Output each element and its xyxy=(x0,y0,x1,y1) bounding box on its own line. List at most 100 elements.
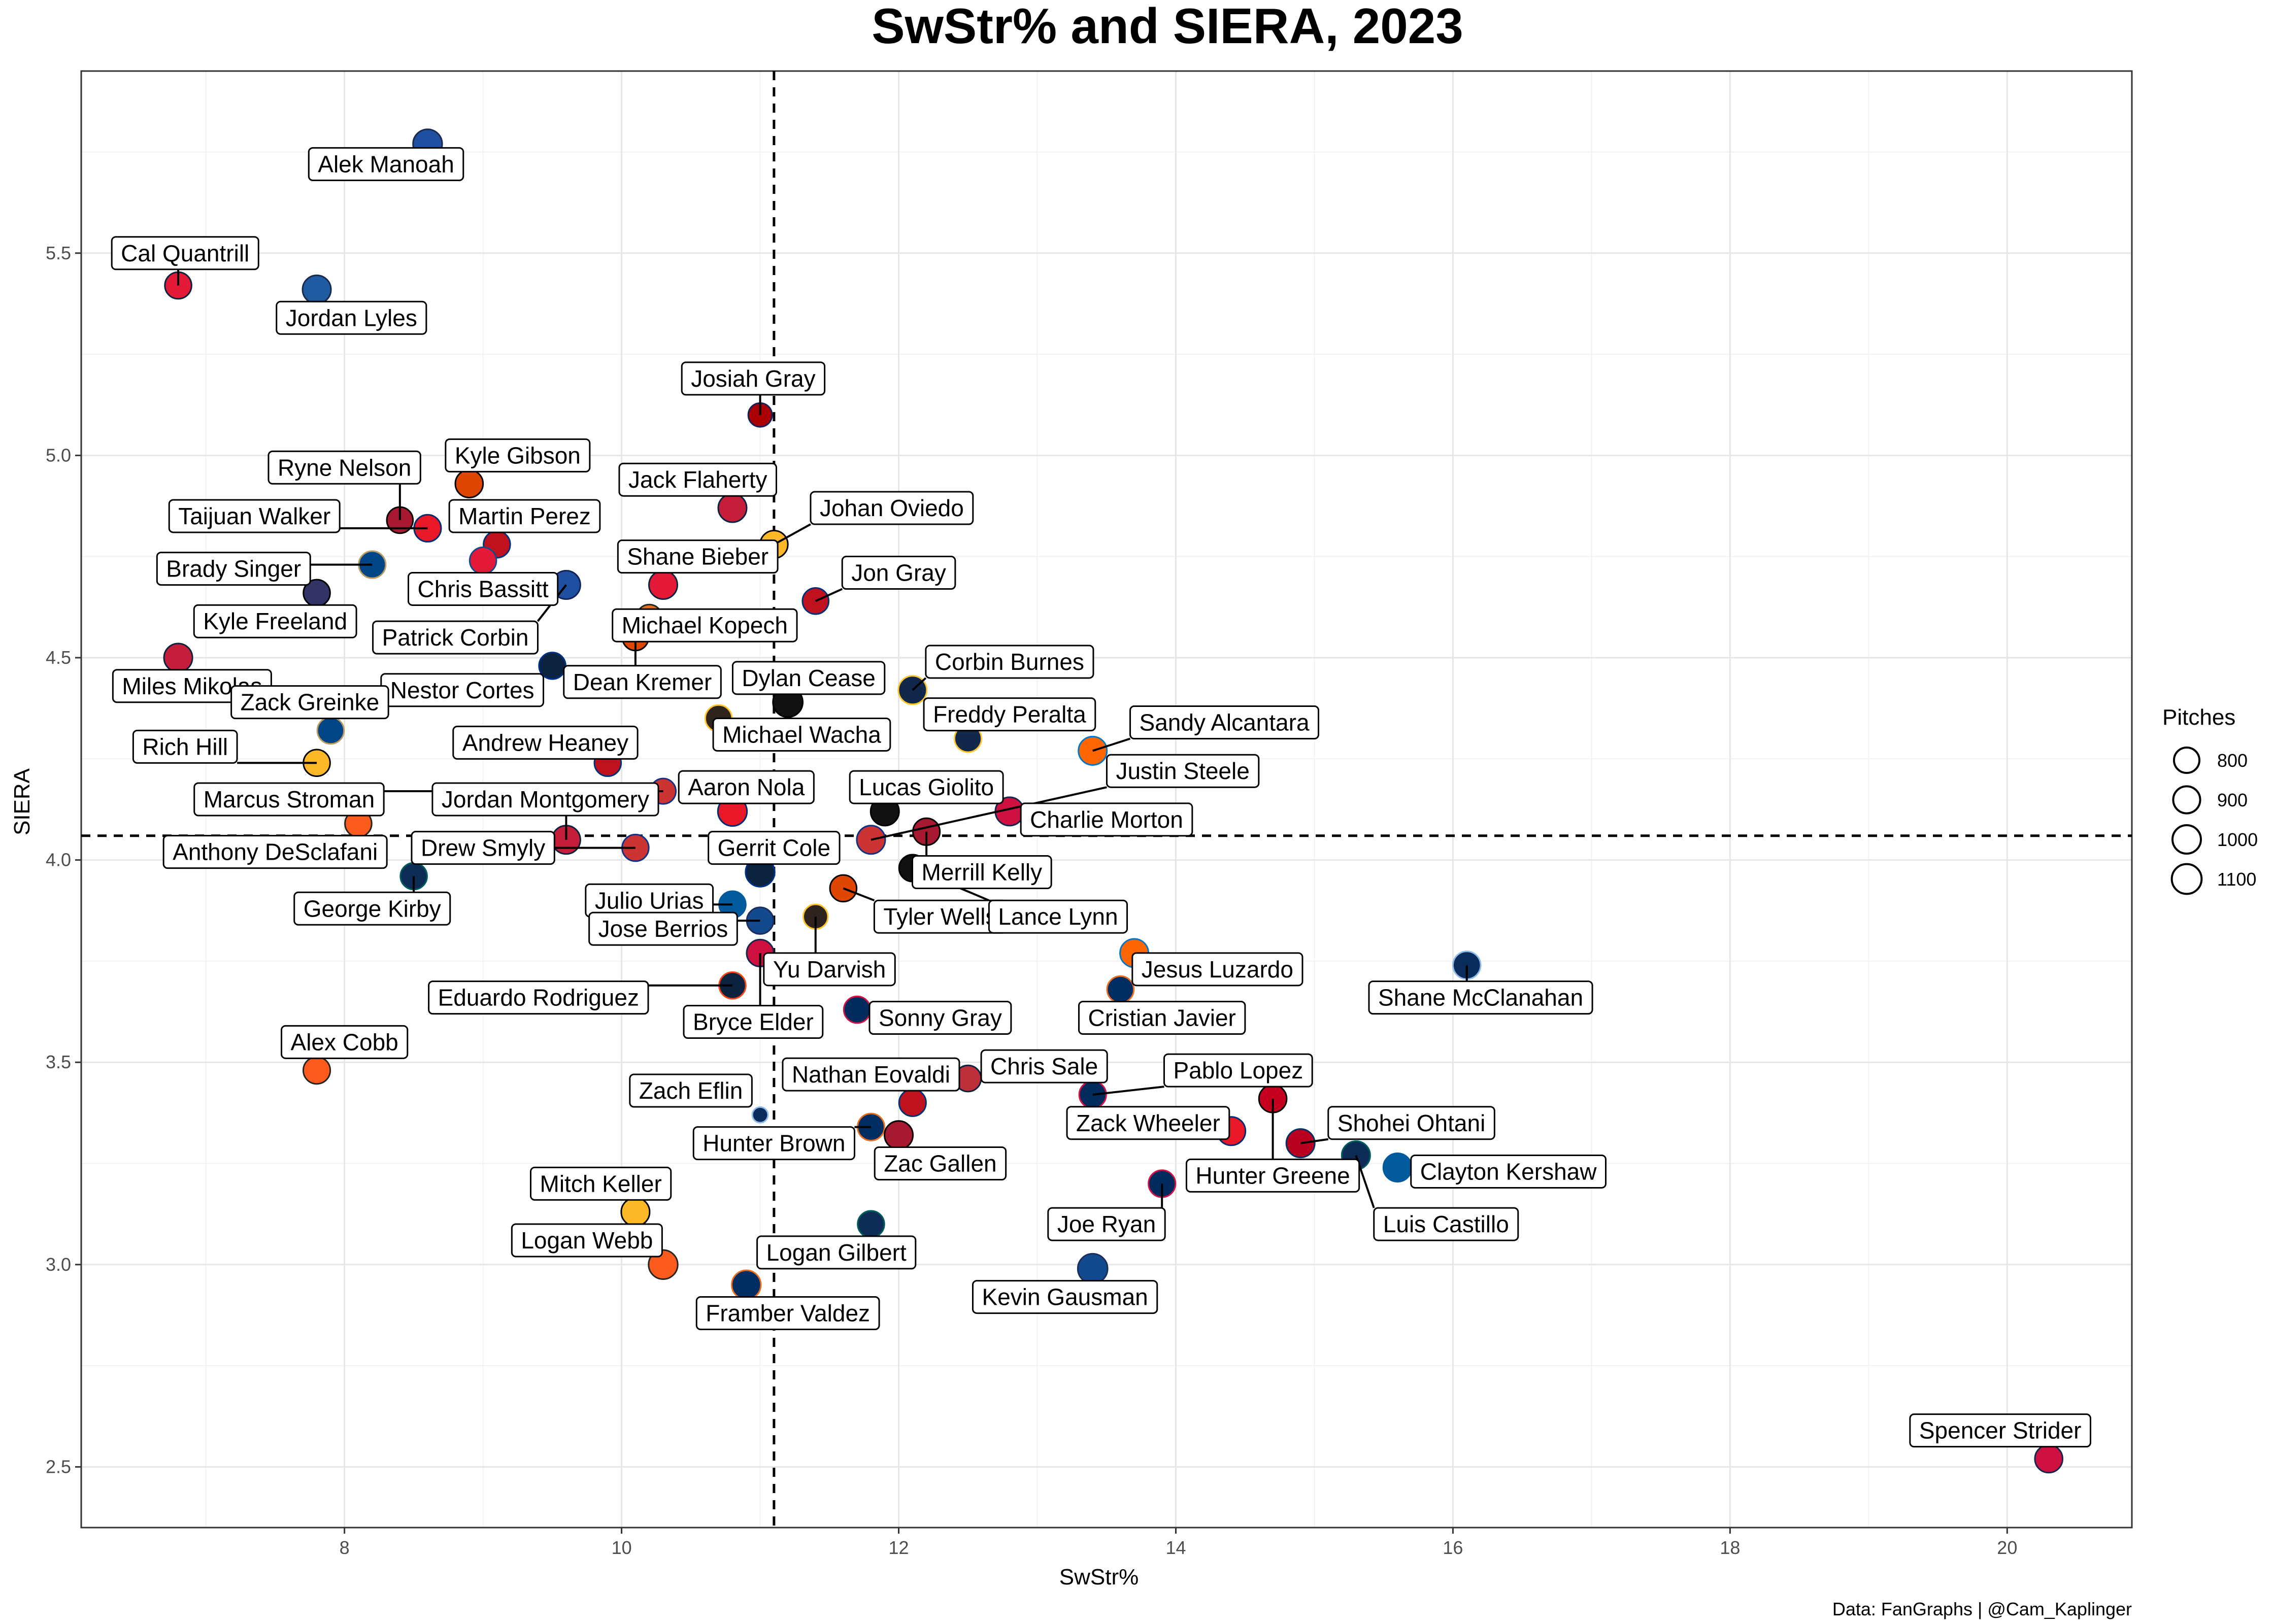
point-label-box xyxy=(695,1296,880,1330)
point-label-box xyxy=(408,571,559,606)
y-tick-label: 5.5 xyxy=(46,243,71,263)
point-label: Logan Webb xyxy=(521,1227,653,1254)
data-point xyxy=(163,642,193,673)
point-label: Michael Wacha xyxy=(722,721,881,748)
point-label-box xyxy=(428,980,649,1015)
x-tick-label: 14 xyxy=(1165,1537,1186,1558)
point-label-box xyxy=(868,1001,1012,1035)
point-label: Framber Valdez xyxy=(706,1300,870,1326)
point-label: Dylan Cease xyxy=(742,665,875,691)
legend-circle xyxy=(2170,863,2203,895)
point-label: Lance Lynn xyxy=(998,903,1118,930)
point-label: Eduardo Rodriguez xyxy=(438,985,639,1011)
point-label-box xyxy=(511,1223,663,1258)
point-label: Josiah Gray xyxy=(691,365,815,392)
point-label: Cristian Javier xyxy=(1088,1005,1235,1031)
point-label-box xyxy=(1368,980,1593,1015)
point-label: Kevin Gausman xyxy=(982,1284,1148,1310)
point-label-box xyxy=(111,236,259,270)
x-tick-label: 16 xyxy=(1443,1537,1463,1558)
point-label: Bryce Elder xyxy=(693,1008,814,1035)
point-label-box xyxy=(448,499,601,533)
y-tick-label: 5.0 xyxy=(46,445,71,465)
point-label: Zack Greinke xyxy=(241,689,380,716)
point-label: Chris Sale xyxy=(990,1053,1098,1079)
point-label-box xyxy=(230,685,389,720)
y-tick-label: 4.5 xyxy=(46,647,71,668)
point-label-box xyxy=(629,1073,753,1108)
data-point xyxy=(2034,1444,2064,1474)
point-label: Brady Singer xyxy=(166,556,301,582)
x-axis-title: SwStr% xyxy=(1059,1565,1139,1589)
legend-title: Pitches xyxy=(2162,705,2235,730)
point-label-box xyxy=(612,608,798,642)
point-label: Michael Kopech xyxy=(622,612,788,638)
point-label: Luis Castillo xyxy=(1383,1211,1509,1237)
label-connector xyxy=(912,677,927,691)
point-label: Dean Kremer xyxy=(573,669,712,695)
legend-circle xyxy=(2172,746,2201,774)
point-label: Sandy Alcantara xyxy=(1140,709,1310,736)
point-label-box xyxy=(617,539,779,574)
caption: Data: FanGraphs | @Cam_Kaplinger xyxy=(1832,1599,2132,1619)
point-label-box xyxy=(1066,1106,1230,1140)
point-label-box xyxy=(1163,1053,1313,1088)
point-label-box xyxy=(708,831,841,865)
point-label-box xyxy=(1327,1106,1495,1140)
plot-border xyxy=(80,70,2133,1529)
data-point xyxy=(302,275,332,304)
point-label-box xyxy=(411,831,555,865)
point-label-box xyxy=(293,891,451,926)
data-point xyxy=(454,469,484,498)
data-point xyxy=(884,1120,914,1151)
point-label: Shane McClanahan xyxy=(1378,985,1583,1011)
legend-label: 1100 xyxy=(2217,869,2256,890)
point-label-box xyxy=(431,782,659,817)
point-label: George Kirby xyxy=(304,895,441,922)
point-label-box xyxy=(756,1235,917,1270)
legend-circle xyxy=(2171,824,2202,855)
point-label-box xyxy=(563,665,722,699)
label-connector xyxy=(815,588,843,602)
legend-circle xyxy=(2172,785,2201,815)
point-labels: Alek Manoah Cal Quantrill Jordan Lyles Josi… xyxy=(111,147,2091,1448)
point-label: Alek Manoah xyxy=(318,151,454,177)
point-label: Zack Wheeler xyxy=(1076,1110,1220,1136)
label-connector xyxy=(1092,737,1131,752)
point-label: Lucas Giolito xyxy=(859,774,994,800)
point-label: Mitch Keller xyxy=(540,1170,662,1197)
point-label-box xyxy=(308,147,464,181)
point-label-box xyxy=(712,717,891,752)
point-label: Kyle Gibson xyxy=(455,442,581,468)
point-label: Pablo Lopez xyxy=(1173,1057,1303,1084)
point-label: Kyle Freeland xyxy=(203,608,347,634)
data-point xyxy=(898,1088,927,1117)
point-label-box xyxy=(731,661,886,695)
data-point xyxy=(1382,1152,1413,1182)
point-label-box xyxy=(683,1004,824,1039)
point-label-box xyxy=(980,1049,1108,1084)
size-legend: Pitches 800 900 1000 1100 xyxy=(2162,705,2258,895)
point-label: Jordan Montgomery xyxy=(442,786,649,813)
point-label-box xyxy=(1131,952,1303,987)
point-label-box xyxy=(281,1025,409,1059)
point-label-box xyxy=(849,770,1004,804)
point-label: Shane Bieber xyxy=(627,544,768,570)
point-label: Zac Gallen xyxy=(884,1151,996,1177)
point-label: Julio Urias xyxy=(595,887,704,913)
y-tick-label: 4.0 xyxy=(46,850,71,870)
point-label-box xyxy=(988,899,1128,934)
point-label-box xyxy=(692,1126,855,1161)
point-label: Andrew Heaney xyxy=(462,729,628,756)
point-label: Nathan Eovaldi xyxy=(792,1061,950,1088)
point-label: Justin Steele xyxy=(1116,758,1249,784)
point-label-box xyxy=(810,491,974,525)
point-label: Tyler Wells xyxy=(883,903,997,930)
point-label: Hunter Brown xyxy=(703,1130,845,1157)
point-label-box xyxy=(267,450,421,485)
point-label: Martin Perez xyxy=(458,503,591,529)
point-label: Merrill Kelly xyxy=(921,859,1042,886)
point-label-box xyxy=(618,462,777,497)
point-label-box xyxy=(1909,1413,2091,1448)
